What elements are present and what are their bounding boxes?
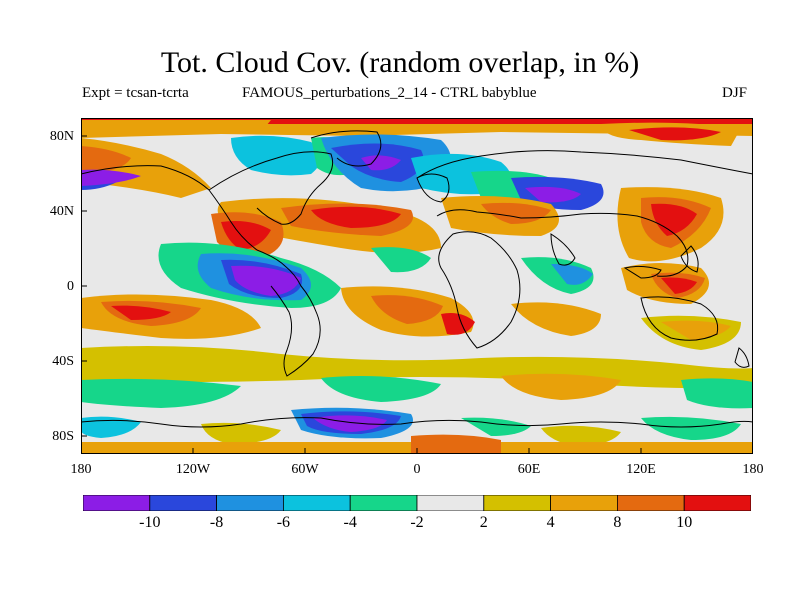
- colorbar-swatch: [216, 495, 284, 511]
- season-label: DJF: [722, 85, 748, 101]
- colorbar: [83, 495, 751, 511]
- lon-label-180w: 180: [70, 462, 92, 477]
- colorbar-swatch: [617, 495, 685, 511]
- contour-fills: [81, 118, 753, 454]
- colorbar-swatch: [349, 495, 418, 511]
- lat-label-0: 0: [67, 279, 74, 294]
- colorbar-swatch: [683, 495, 751, 511]
- map-ticks: [81, 135, 642, 454]
- lat-label-80n: 80N: [49, 129, 74, 144]
- colorbar-label: -2: [410, 514, 424, 531]
- lat-label-80s: 80S: [52, 429, 74, 444]
- colorbar-label: -4: [343, 514, 357, 531]
- lon-label-180e: 180: [742, 462, 764, 477]
- lon-label-0: 0: [413, 462, 421, 477]
- colorbar-label: -10: [139, 514, 161, 531]
- lon-label-60e: 60E: [517, 462, 541, 477]
- lon-label-120e: 120E: [626, 462, 656, 477]
- colorbar-swatch: [149, 495, 218, 511]
- colorbar-swatch: [282, 495, 351, 511]
- colorbar-label: 8: [613, 514, 622, 531]
- lon-label-120w: 120W: [175, 462, 211, 477]
- colorbar-swatch: [550, 495, 618, 511]
- cloud-cover-anomaly-map: [81, 118, 753, 454]
- colorbar-label: 2: [479, 514, 488, 531]
- lat-label-40s: 40S: [52, 354, 74, 369]
- colorbar-swatch: [416, 495, 485, 511]
- colorbar-label: 4: [546, 514, 555, 531]
- coastlines: [81, 130, 753, 428]
- lon-label-60w: 60W: [291, 462, 319, 477]
- colorbar-label: -8: [209, 514, 224, 531]
- plot-title: Tot. Cloud Cov. (random overlap, in %): [160, 46, 640, 79]
- colorbar-swatch: [83, 495, 151, 511]
- colorbar-swatch: [483, 495, 551, 511]
- experiment-label: Expt = tcsan-tcrta: [82, 85, 189, 101]
- colorbar-label: -6: [276, 514, 291, 531]
- run-label: FAMOUS_perturbations_2_14 - CTRL babyblu…: [242, 85, 537, 101]
- colorbar-label: 10: [676, 514, 693, 531]
- lat-label-40n: 40N: [49, 204, 74, 219]
